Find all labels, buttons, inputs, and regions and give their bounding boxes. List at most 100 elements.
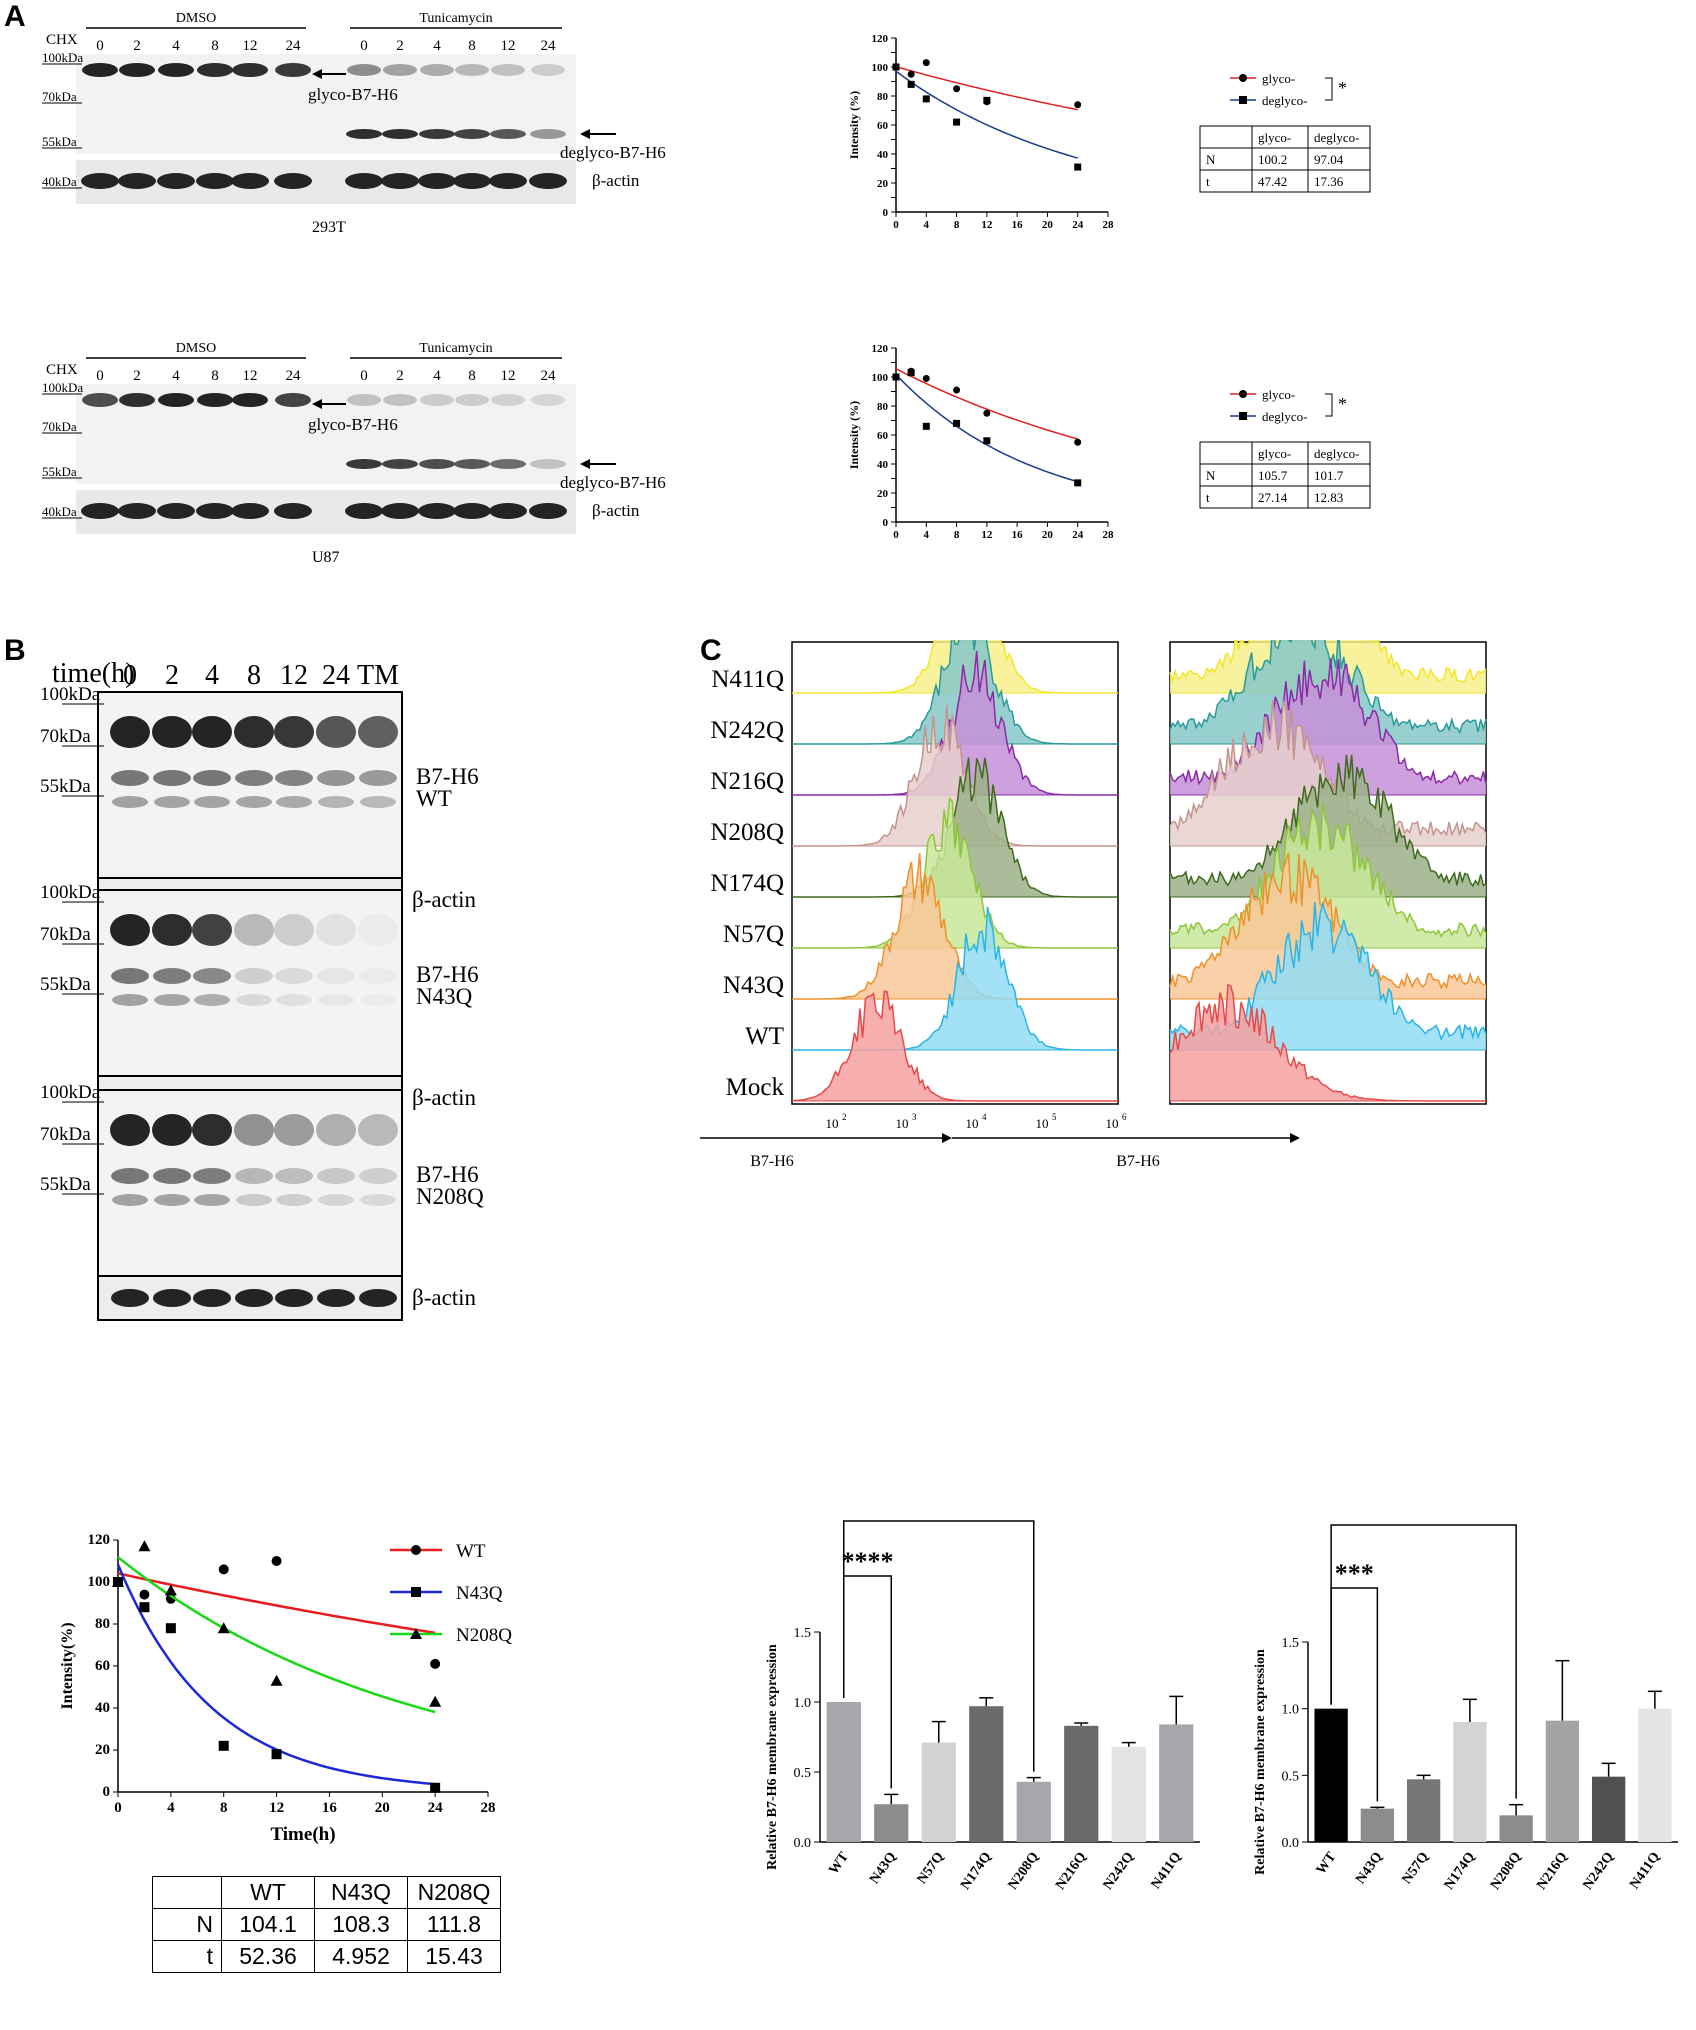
band-main	[316, 914, 356, 946]
histogram-fill	[792, 798, 1118, 948]
time-label: 8	[468, 368, 476, 384]
histogram-line	[1169, 754, 1487, 888]
marker-label: 100kDa	[42, 50, 83, 65]
time-label: 4	[172, 38, 180, 54]
fit-curve-WT	[117, 1572, 436, 1635]
band-lower	[317, 1168, 355, 1184]
significance-label: ****	[842, 1547, 894, 1576]
x-tick-label: N57Q	[915, 1850, 947, 1887]
band-main	[110, 914, 150, 946]
actin-label: β-actin	[592, 171, 640, 190]
y-tick-label: 0.5	[794, 1766, 812, 1781]
data-point	[953, 118, 961, 126]
band-deglyco	[490, 459, 526, 469]
y-tick-label: 120	[872, 343, 889, 355]
histogram-fill	[1170, 985, 1486, 1101]
axis-tick-label: 10	[1036, 1116, 1049, 1131]
band-lower2	[276, 1194, 312, 1206]
bar	[1591, 1776, 1626, 1842]
band-actin	[81, 503, 119, 519]
marker-label: 100kDa	[42, 380, 83, 395]
data-point	[922, 422, 930, 430]
band-main	[110, 1114, 150, 1146]
x-tick-label: WT	[826, 1849, 852, 1877]
y-tick-label: 20	[877, 178, 889, 190]
band-main	[274, 716, 314, 748]
significance-label: *	[1338, 78, 1347, 98]
data-point	[892, 373, 900, 381]
data-point	[1074, 101, 1082, 109]
band-lower	[111, 1168, 149, 1184]
band-glyco	[158, 393, 194, 407]
marker-label: 40kDa	[42, 174, 77, 189]
histogram-line	[1169, 640, 1487, 685]
band-lower	[111, 770, 149, 786]
band-deglyco	[382, 129, 418, 139]
actin-label: β-actin	[412, 887, 477, 912]
axis-tick-exp: 6	[1122, 1112, 1127, 1122]
time-label: 0	[360, 368, 368, 384]
table-text: 97.04	[1314, 152, 1344, 167]
y-tick-label: 100	[872, 62, 889, 74]
panel-label-a: A	[4, 0, 26, 33]
data-point	[907, 369, 915, 377]
bar	[1499, 1815, 1533, 1842]
band-deglyco	[419, 129, 455, 139]
x-tick-label: WT	[1314, 1849, 1340, 1877]
band-actin	[275, 1289, 313, 1307]
marker-label: 55kDa	[40, 974, 91, 995]
marker-label: 55kDa	[40, 776, 91, 797]
legend-label: glyco-	[1262, 387, 1295, 402]
data-point	[271, 1749, 282, 1760]
legend-label: WT	[456, 1541, 486, 1562]
row-label: N43Q	[723, 972, 784, 999]
time-label: 4	[433, 38, 441, 54]
marker-label: 70kDa	[42, 419, 77, 434]
band-lower2	[194, 994, 230, 1006]
row-label: N216Q	[710, 768, 784, 795]
y-tick-label: 20	[95, 1742, 110, 1758]
table-cell	[1199, 125, 1253, 149]
band-main	[234, 1114, 274, 1146]
band-glyco	[119, 63, 155, 77]
axis-tick-exp: 2	[842, 1112, 847, 1122]
bar	[1111, 1746, 1146, 1842]
data-point	[139, 1589, 150, 1600]
band-deglyco	[454, 129, 490, 139]
band-lower2	[276, 796, 312, 808]
band-main	[152, 1114, 192, 1146]
x-tick-label: 20	[375, 1800, 390, 1816]
cond1-label: DMSO	[176, 341, 216, 356]
x-tick-label: 4	[167, 1800, 175, 1816]
band-tun-glyco	[491, 64, 525, 76]
table-cell: N	[152, 1908, 222, 1941]
y-tick-label: 60	[877, 120, 889, 132]
histogram-fill	[792, 757, 1118, 897]
band-deglyco	[530, 459, 566, 469]
y-axis-label: Intensity(%)	[60, 1622, 76, 1709]
histogram-line	[1169, 852, 1487, 990]
data-point	[983, 409, 991, 417]
panel-label-c: C	[700, 634, 722, 667]
data-point	[1074, 479, 1082, 487]
x-tick-label: 12	[981, 219, 993, 231]
x-tick-label: 4	[924, 529, 930, 541]
band-lower	[275, 770, 313, 786]
lane-label: 4	[205, 660, 219, 691]
y-tick-label: 40	[95, 1700, 110, 1716]
deglyco-label: deglyco-B7-H6	[560, 473, 666, 492]
bar	[1064, 1725, 1099, 1842]
band-lower	[317, 770, 355, 786]
row-label: N242Q	[710, 717, 784, 744]
blot-label: B7-H6	[416, 764, 479, 789]
row-label: N411Q	[711, 666, 784, 693]
time-label: 24	[286, 38, 302, 54]
glyco-label: glyco-B7-H6	[308, 85, 398, 104]
y-tick-label: 60	[95, 1658, 110, 1674]
band-lower	[193, 968, 231, 984]
glyco-label: glyco-B7-H6	[308, 415, 398, 434]
band-glyco	[232, 393, 268, 407]
actin-label: β-actin	[412, 1285, 477, 1310]
band-actin	[118, 503, 156, 519]
